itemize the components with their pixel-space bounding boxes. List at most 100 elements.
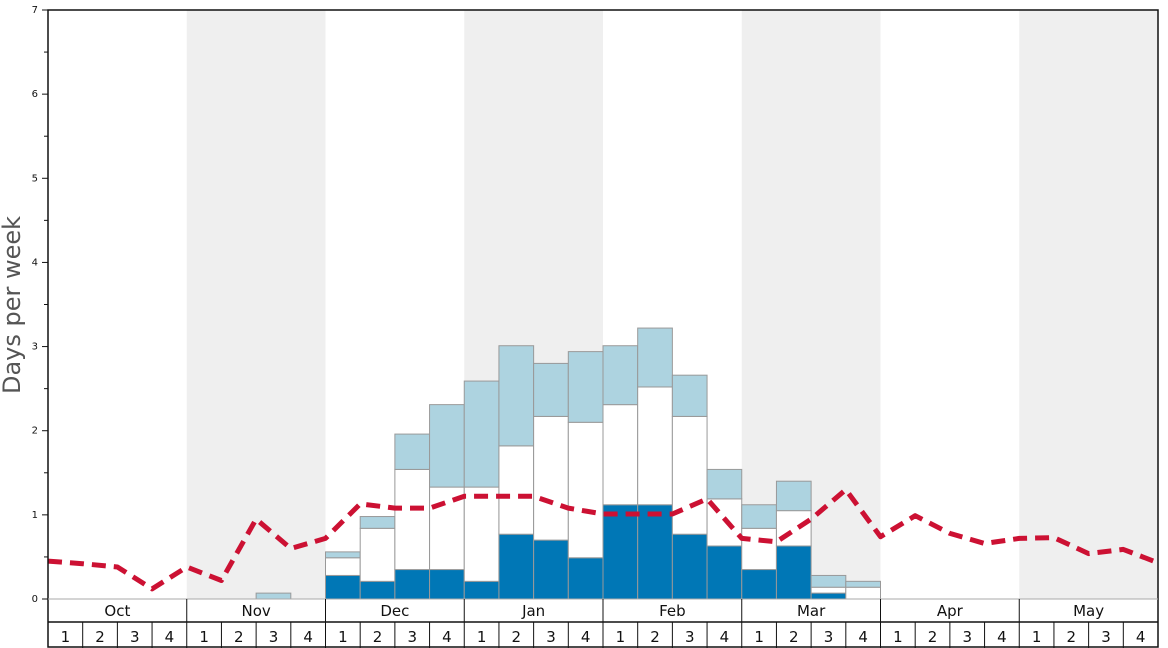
bar-white-week-13 <box>463 486 500 582</box>
x-axis: Oct 1 2 3 4 Nov 1 2 3 4 Dec 1 2 3 4 Jan 1 2 3 4 Feb 1 2 3 4 Mar 1 2… <box>48 599 1158 648</box>
bar-light-blue-week-22 <box>775 480 812 512</box>
average-line <box>47 487 1159 592</box>
bar-light-blue-week-20 <box>706 468 743 500</box>
bar-light-blue-week-10 <box>359 516 396 529</box>
bar-dark-blue-week-19 <box>671 533 708 600</box>
y-tick-label: 0 <box>32 594 38 605</box>
y-tick-label: 5 <box>32 173 38 184</box>
bar-white-week-21 <box>741 527 777 571</box>
month-label-jan: Jan <box>521 602 545 620</box>
bar-light-blue-week-7 <box>255 592 292 600</box>
week-label: 4 <box>997 628 1007 646</box>
week-label: 4 <box>720 628 730 646</box>
bar-white-week-17 <box>602 404 639 506</box>
week-label: 4 <box>581 628 591 646</box>
week-label: 2 <box>928 628 938 646</box>
week-label: 2 <box>650 628 660 646</box>
bar-white-week-24 <box>845 586 881 600</box>
week-label: 2 <box>95 628 105 646</box>
week-label: 2 <box>234 628 244 646</box>
bar-light-blue-week-15 <box>533 362 569 417</box>
bar-dark-blue-week-10 <box>359 580 396 600</box>
bar-dark-blue-week-22 <box>775 545 812 600</box>
week-label: 3 <box>546 628 556 646</box>
week-label: 3 <box>1101 628 1111 646</box>
month-label-apr: Apr <box>937 602 964 620</box>
y-tick-label: 2 <box>32 426 38 437</box>
week-label: 3 <box>269 628 279 646</box>
month-shade-nov <box>186 10 326 599</box>
bar-light-blue-week-13 <box>463 380 500 488</box>
bar-white-week-16 <box>567 421 604 559</box>
y-tick-label: 3 <box>32 342 38 353</box>
week-label: 4 <box>858 628 868 646</box>
week-label: 4 <box>442 628 452 646</box>
week-label: 1 <box>754 628 764 646</box>
bar-light-blue-week-11 <box>394 433 431 470</box>
y-axis-ticks: 0 1 2 3 4 5 6 7 <box>32 5 48 605</box>
bar-white-week-19 <box>671 415 708 535</box>
month-shade-may <box>1019 10 1158 599</box>
bar-white-week-11 <box>394 468 431 571</box>
y-tick-label: 1 <box>32 510 38 521</box>
y-axis-label: Days per week <box>0 216 26 394</box>
bar-dark-blue-week-18 <box>637 504 673 600</box>
month-label-dec: Dec <box>380 602 409 620</box>
month-label-mar: Mar <box>797 602 826 620</box>
month-shading <box>186 10 1158 599</box>
week-label: 4 <box>303 628 313 646</box>
week-label: 3 <box>685 628 695 646</box>
bar-dark-blue-week-15 <box>533 539 569 600</box>
bar-dark-blue-week-13 <box>463 580 500 600</box>
bar-white-week-15 <box>533 415 569 541</box>
y-tick-label: 6 <box>32 89 38 100</box>
week-label: 1 <box>893 628 903 646</box>
bar-dark-blue-week-16 <box>567 557 604 600</box>
week-label: 2 <box>373 628 383 646</box>
bar-light-blue-week-9 <box>325 551 361 559</box>
average-line-path <box>47 487 1159 592</box>
week-label: 4 <box>1136 628 1146 646</box>
month-label-nov: Nov <box>241 602 270 620</box>
bar-stacks <box>255 327 881 600</box>
week-label: 1 <box>338 628 348 646</box>
week-label: 1 <box>616 628 626 646</box>
month-label-oct: Oct <box>104 602 130 620</box>
bar-white-week-23 <box>810 586 847 594</box>
week-label: 1 <box>61 628 71 646</box>
bar-dark-blue-week-21 <box>741 569 777 600</box>
week-label: 2 <box>1067 628 1077 646</box>
bar-dark-blue-week-23 <box>810 592 847 600</box>
bar-white-week-10 <box>359 527 396 582</box>
bar-white-week-14 <box>498 445 535 535</box>
y-tick-label: 7 <box>32 5 38 16</box>
week-label: 2 <box>789 628 799 646</box>
week-label: 1 <box>477 628 487 646</box>
bar-dark-blue-week-9 <box>325 574 361 600</box>
week-label: 3 <box>130 628 140 646</box>
bar-white-week-9 <box>325 557 361 576</box>
week-label: 3 <box>407 628 417 646</box>
y-tick-label: 4 <box>32 257 38 268</box>
bar-dark-blue-week-12 <box>429 569 465 600</box>
month-label-feb: Feb <box>659 602 686 620</box>
bar-light-blue-week-23 <box>810 574 847 588</box>
bar-light-blue-week-12 <box>429 404 465 488</box>
week-label: 1 <box>199 628 209 646</box>
bar-light-blue-week-24 <box>845 580 881 588</box>
bar-dark-blue-week-17 <box>602 504 639 600</box>
bar-light-blue-week-14 <box>498 345 535 447</box>
week-label: 1 <box>1032 628 1042 646</box>
bar-light-blue-week-18 <box>637 327 673 388</box>
bar-dark-blue-week-20 <box>706 545 743 600</box>
week-label: 2 <box>512 628 522 646</box>
bar-dark-blue-week-14 <box>498 533 535 600</box>
bar-light-blue-week-16 <box>567 351 604 423</box>
week-label: 3 <box>962 628 972 646</box>
bar-light-blue-week-21 <box>741 504 777 529</box>
week-label: 3 <box>824 628 834 646</box>
week-label: 4 <box>165 628 175 646</box>
bar-light-blue-week-19 <box>671 374 708 417</box>
month-label-may: May <box>1073 602 1104 620</box>
